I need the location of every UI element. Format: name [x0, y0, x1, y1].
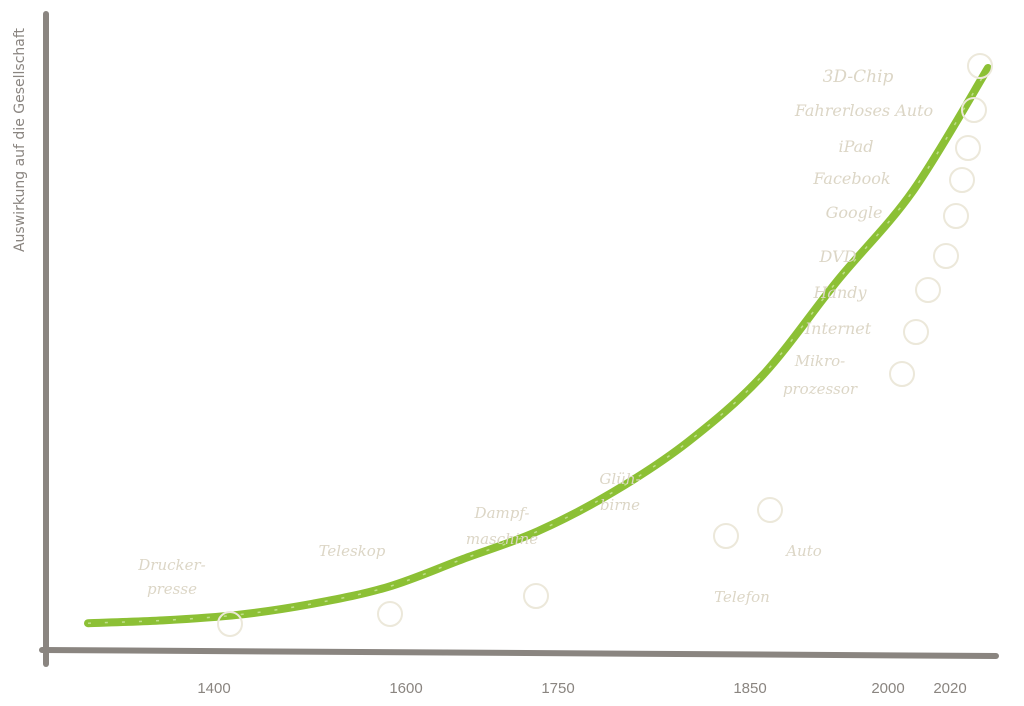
milestone-marker	[967, 53, 993, 79]
annotation-label: Handy	[812, 283, 867, 302]
milestone-marker	[933, 243, 959, 269]
milestone-marker	[915, 277, 941, 303]
annotation-label: iPad	[839, 137, 874, 156]
annotation-label: DVD	[819, 247, 857, 266]
milestone-marker	[889, 361, 915, 387]
annotation-label: Dampf-maschine	[466, 504, 538, 548]
milestone-marker	[903, 319, 929, 345]
annotation-label: Telefon	[714, 588, 770, 606]
milestone-marker	[943, 203, 969, 229]
x-tick-label: 1850	[733, 680, 766, 697]
x-tick-label: 2020	[933, 680, 966, 697]
x-tick-label: 1750	[541, 680, 574, 697]
annotation-label: Internet	[804, 319, 872, 338]
milestone-marker	[713, 523, 739, 549]
annotation-label: Google	[826, 203, 883, 222]
annotation-label: Facebook	[812, 169, 890, 188]
annotation-label: 3D-Chip	[823, 67, 894, 87]
growth-curve	[84, 64, 992, 628]
tick-layer: 1400 1600 1750 1850 2000 2020	[197, 680, 966, 697]
milestone-marker	[523, 583, 549, 609]
annotation-label: Drucker-presse	[137, 556, 205, 598]
axes	[39, 11, 999, 667]
annotation-label: Fahrerloses Auto	[794, 101, 933, 120]
milestone-marker	[961, 97, 987, 123]
y-axis-label: Auswirkung auf die Gesellschaft	[12, 27, 28, 252]
x-tick-label: 1600	[389, 680, 422, 697]
milestone-marker	[955, 135, 981, 161]
curve-layer	[84, 53, 993, 637]
annotation-label: Mikro-prozessor	[783, 352, 858, 398]
annotation-label: Glüh-birne	[599, 470, 640, 514]
milestone-marker	[757, 497, 783, 523]
milestone-marker	[217, 611, 243, 637]
annotation-label: Teleskop	[319, 542, 386, 560]
milestone-marker	[949, 167, 975, 193]
x-axis	[39, 647, 999, 659]
x-tick-label: 1400	[197, 680, 230, 697]
annotation-label: Auto	[784, 542, 822, 560]
milestone-marker	[377, 601, 403, 627]
x-tick-label: 2000	[871, 680, 904, 697]
annotation-layer: Drucker-presse Teleskop Dampf-maschine Glüh…	[137, 67, 933, 606]
